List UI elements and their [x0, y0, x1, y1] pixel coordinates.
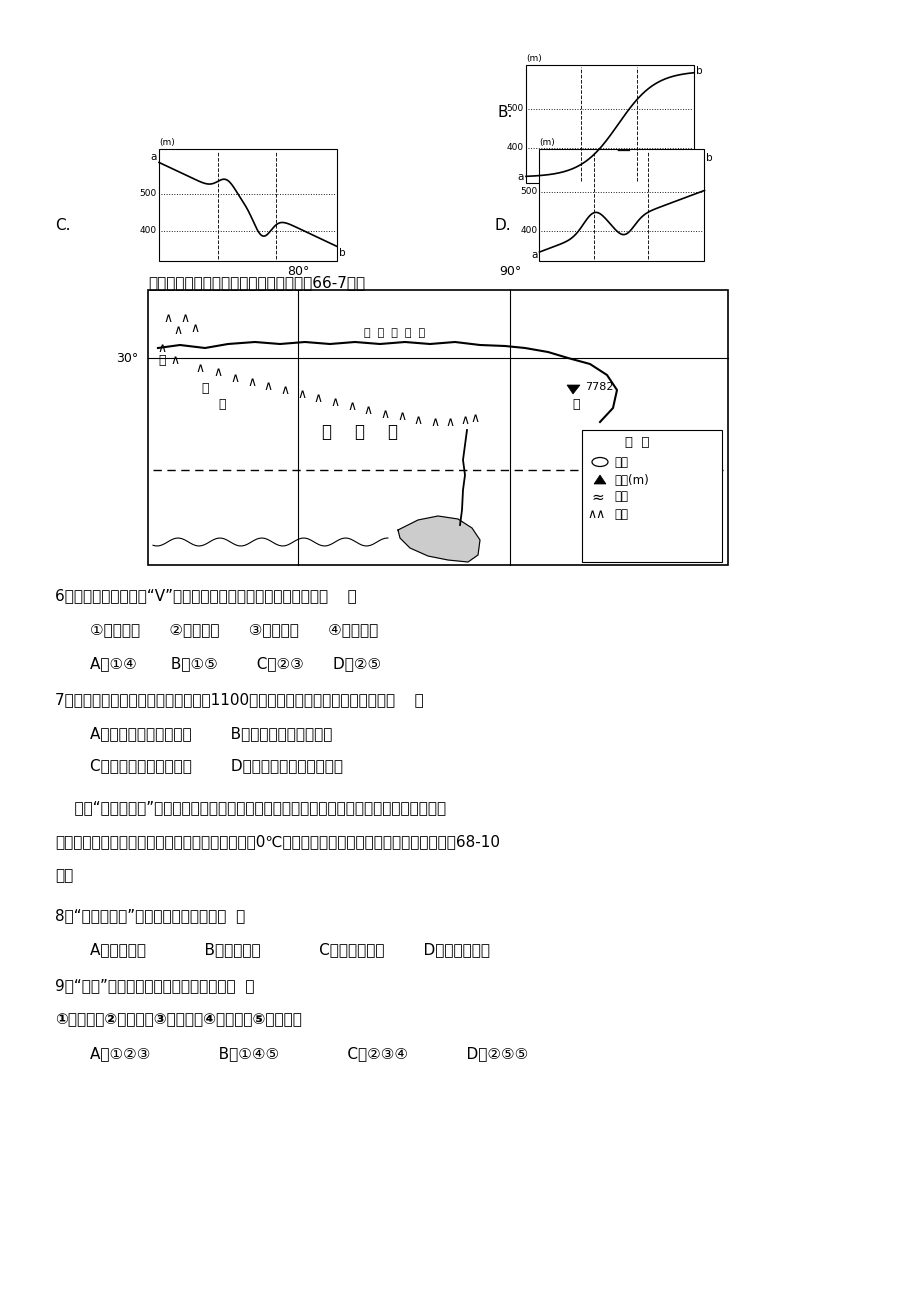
Text: ∧: ∧	[445, 415, 454, 428]
Text: 下图为雅鲁藏布江流域示意图。读图完成66-7题。: 下图为雅鲁藏布江流域示意图。读图完成66-7题。	[148, 275, 365, 290]
Text: a: a	[530, 250, 537, 260]
Text: 500: 500	[140, 189, 157, 198]
Text: ∧: ∧	[247, 375, 256, 388]
Text: A．东北地区            B．华北地区            C．长江三角洲        D．珠江三角洲: A．东北地区 B．华北地区 C．长江三角洲 D．珠江三角洲	[90, 943, 490, 957]
Text: a: a	[151, 152, 157, 161]
Text: C．夏季受西南季风影响        D．常年受副热带高压控制: C．夏季受西南季风影响 D．常年受副热带高压控制	[90, 758, 343, 773]
Text: ∧: ∧	[397, 410, 406, 423]
Text: a: a	[517, 172, 524, 182]
Text: (m): (m)	[539, 138, 555, 147]
Text: b: b	[696, 66, 702, 76]
Text: 6．雅鲁藏布江上游的“V”字形河谷形成的主要内、外力作用是（    ）: 6．雅鲁藏布江上游的“V”字形河谷形成的主要内、外力作用是（ ）	[55, 589, 357, 603]
Text: 谚语“瑞雪兆丰年”是指适时、适量的冬雪预示着来年是丰收之年，对春耕播种以及冬小麦返: 谚语“瑞雪兆丰年”是指适时、适量的冬雪预示着来年是丰收之年，对春耕播种以及冬小麦…	[55, 799, 446, 815]
Text: b: b	[706, 152, 712, 163]
Text: ∧: ∧	[330, 396, 339, 409]
Text: ∧: ∧	[170, 354, 179, 366]
Text: ∧: ∧	[280, 384, 289, 397]
Text: 30°: 30°	[116, 352, 138, 365]
Text: ∧: ∧	[190, 322, 199, 335]
Text: ∧∧: ∧∧	[587, 508, 606, 521]
Text: B.: B.	[497, 105, 513, 120]
Text: D.: D.	[494, 217, 511, 233]
Text: 雅    山    脉: 雅 山 脉	[322, 423, 398, 441]
Text: 山峰(m): 山峰(m)	[613, 474, 648, 487]
Text: ∧: ∧	[157, 341, 166, 354]
Text: ∧: ∧	[347, 400, 357, 413]
Text: (m): (m)	[526, 53, 541, 62]
Text: ∧: ∧	[263, 379, 272, 392]
Text: 喜: 喜	[158, 354, 165, 366]
Polygon shape	[398, 516, 480, 562]
Text: ∧: ∧	[230, 371, 239, 384]
Text: 8．“瑞雪兆丰年”谚语最有可能创作于（  ）: 8．“瑞雪兆丰年”谚语最有可能创作于（ ）	[55, 907, 245, 923]
Text: ①板块张裂      ②板块挤压      ③风力侵蚀      ④流水侵蚀: ①板块张裂 ②板块挤压 ③风力侵蚀 ④流水侵蚀	[90, 622, 378, 637]
Text: 400: 400	[140, 227, 157, 236]
Polygon shape	[539, 148, 704, 260]
Text: 500: 500	[519, 187, 537, 197]
Polygon shape	[159, 148, 336, 260]
Text: ∧: ∧	[460, 414, 469, 427]
Text: 甲: 甲	[572, 398, 579, 411]
Text: 拉: 拉	[218, 398, 225, 411]
Text: A．①②③              B．①④⑤              C．②③④            D．②⑤⑤: A．①②③ B．①④⑤ C．②③④ D．②⑤⑤	[90, 1046, 528, 1061]
Text: ≈: ≈	[591, 490, 604, 504]
Text: A．夏季受印度低压控制        B．常年受盛行西风影响: A．夏季受印度低压控制 B．常年受盛行西风影响	[90, 727, 332, 741]
Text: ∧: ∧	[470, 411, 479, 424]
Text: C.: C.	[55, 217, 71, 233]
Text: 山脉: 山脉	[613, 508, 628, 521]
Text: A．①④       B．①⑤        C．②③      D．②⑤: A．①④ B．①⑤ C．②③ D．②⑤	[90, 656, 380, 671]
Text: 7．甲山地位于亚热带地区，但其南外1100米以下分布着热带季雨林，原因是（    ）: 7．甲山地位于亚热带地区，但其南外1100米以下分布着热带季雨林，原因是（ ）	[55, 691, 424, 707]
Text: 400: 400	[506, 143, 524, 152]
Text: 400: 400	[520, 227, 537, 236]
Text: 题。: 题。	[55, 868, 74, 883]
Text: ∧: ∧	[180, 311, 189, 324]
Text: —: —	[616, 145, 630, 159]
Text: ∧: ∧	[297, 388, 306, 401]
Text: ∧: ∧	[164, 311, 173, 324]
Text: 7782: 7782	[584, 381, 613, 392]
Text: ∧: ∧	[213, 366, 222, 379]
Text: 雅  鲁  藏  布  江: 雅 鲁 藏 布 江	[364, 328, 425, 339]
Text: b: b	[338, 249, 346, 258]
Text: ∧: ∧	[380, 408, 389, 421]
Text: ∧: ∧	[174, 323, 182, 336]
Text: 图  例: 图 例	[624, 436, 649, 449]
Text: 80°: 80°	[287, 266, 309, 279]
Polygon shape	[566, 385, 579, 395]
Text: ①降低土温②增加肥力③缓解旱情④杀灭害虫⑤改良品种: ①降低土温②增加肥力③缓解旱情④杀灭害虫⑤改良品种	[55, 1012, 301, 1027]
Text: 500: 500	[506, 104, 524, 113]
Polygon shape	[582, 430, 721, 562]
Text: 青都很有利。降雪是固态降水，常出现在气温低于0℃的地区，雪中含有丰富的氮化物。据此完成68-10: 青都很有利。降雪是固态降水，常出现在气温低于0℃的地区，雪中含有丰富的氮化物。据…	[55, 835, 499, 849]
Text: ∧: ∧	[413, 414, 422, 427]
Text: ∧: ∧	[195, 362, 204, 375]
Text: 9．“瑞雪”对农业生产产生的主要影响是（  ）: 9．“瑞雪”对农业生产产生的主要影响是（ ）	[55, 978, 255, 993]
Text: 马: 马	[201, 381, 209, 395]
Text: ∧: ∧	[363, 404, 372, 417]
Text: 90°: 90°	[498, 266, 520, 279]
Text: 水域: 水域	[613, 456, 628, 469]
Polygon shape	[594, 475, 606, 484]
Text: ∧: ∧	[313, 392, 323, 405]
Text: (m): (m)	[159, 138, 175, 147]
Text: ∧: ∧	[430, 415, 439, 428]
Polygon shape	[526, 65, 693, 184]
Text: 河流: 河流	[613, 491, 628, 504]
Polygon shape	[148, 290, 727, 565]
